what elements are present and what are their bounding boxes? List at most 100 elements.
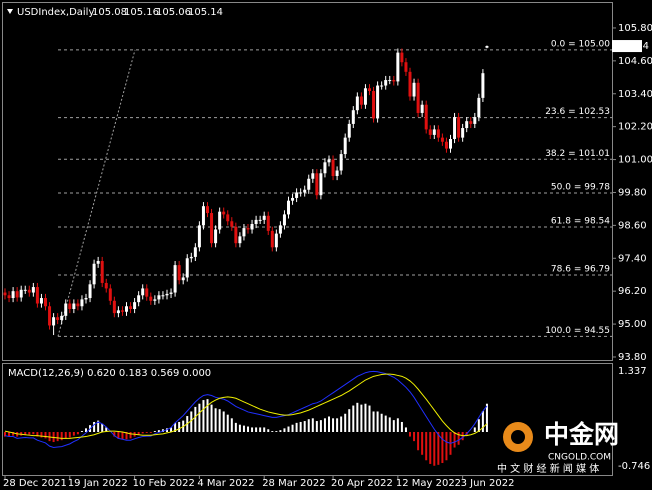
- candle-body: [266, 215, 270, 231]
- histogram-bar: [194, 406, 197, 432]
- histogram-bar: [404, 427, 407, 432]
- candle-body: [169, 292, 173, 294]
- candle-body: [96, 261, 100, 264]
- histogram-bar: [287, 426, 290, 432]
- histogram-bar: [80, 431, 83, 432]
- candle-body: [145, 288, 149, 297]
- histogram-bar: [323, 418, 326, 432]
- logo-hole: [511, 430, 525, 444]
- histogram-bar: [352, 405, 355, 432]
- histogram-bar: [93, 421, 96, 432]
- candle-body: [181, 277, 185, 281]
- candle-body: [363, 88, 367, 105]
- candle-body: [453, 117, 457, 139]
- histogram-bar: [24, 431, 27, 435]
- fib-label: 38.2 = 101.01: [545, 149, 610, 159]
- y-tick-label: 102.20: [618, 122, 652, 133]
- histogram-bar: [218, 409, 221, 432]
- brand: 中金网: [544, 420, 619, 449]
- histogram-bar: [319, 420, 322, 432]
- y-tick-label: 1.337: [618, 366, 647, 377]
- candle-body: [262, 215, 266, 220]
- candle-body: [76, 303, 80, 307]
- fib-trend: [57, 49, 136, 337]
- candle-body: [396, 52, 400, 82]
- histogram-bar: [72, 431, 75, 436]
- histogram-bar: [141, 431, 144, 434]
- histogram-bar: [303, 421, 306, 432]
- histogram-bar: [28, 431, 31, 435]
- histogram-bar: [477, 419, 480, 432]
- x-tick-label: 3 Jun 2022: [461, 478, 515, 489]
- main-line: [4, 370, 488, 449]
- y-tick-label: 101.00: [618, 155, 652, 166]
- histogram-bar: [242, 425, 245, 432]
- histogram-bar: [360, 404, 363, 432]
- candle-body: [307, 178, 311, 190]
- close-readout: 105.14: [188, 7, 223, 18]
- candle-body: [56, 317, 60, 320]
- histogram-bar: [263, 427, 266, 432]
- histogram-bar: [64, 431, 67, 439]
- candle-body: [315, 173, 319, 196]
- histogram-bar: [226, 414, 229, 432]
- candle-body: [15, 291, 19, 298]
- candle-body: [258, 219, 262, 221]
- candle-body: [197, 225, 201, 248]
- candle-body: [339, 154, 343, 171]
- candle-body: [157, 295, 161, 300]
- histogram-bar: [380, 413, 383, 432]
- y-tick-label: 93.80: [618, 352, 647, 363]
- fib-label: 61.8 = 98.54: [551, 217, 610, 227]
- histogram-bar: [356, 402, 359, 432]
- histogram-bar: [247, 426, 249, 432]
- candle-body: [238, 236, 242, 244]
- histogram-bar: [4, 431, 6, 437]
- candle-body: [92, 263, 96, 285]
- candle-body: [165, 293, 169, 296]
- histogram-bar: [372, 411, 375, 432]
- candle-body: [449, 139, 452, 149]
- price-panel: [2, 2, 613, 361]
- fib-label: 0.0 = 105.00: [551, 39, 610, 49]
- histogram-bar: [340, 416, 343, 432]
- histogram-bar: [170, 427, 173, 432]
- macd-title: MACD(12,26,9) 0.620 0.183 0.569 0.000: [8, 368, 211, 379]
- y-tick-label: 104.60: [618, 56, 652, 67]
- histogram-bar: [283, 428, 286, 432]
- fib-label: 23.6 = 102.53: [545, 107, 610, 117]
- histogram-bar: [267, 429, 270, 432]
- menu-icon[interactable]: [7, 9, 13, 14]
- x-tick-label: 12 May 2022: [396, 478, 461, 489]
- candle-body: [133, 302, 137, 309]
- histogram-bar: [295, 422, 298, 432]
- histogram-bar: [413, 431, 416, 442]
- histogram-bar: [137, 431, 140, 435]
- candle-body: [230, 221, 234, 227]
- histogram-bar: [238, 424, 241, 432]
- histogram-bar: [307, 419, 310, 432]
- fib-label: 50.0 = 99.78: [551, 183, 610, 193]
- candle-body: [48, 306, 52, 326]
- y-tick-label: 95.00: [618, 319, 647, 330]
- candle-body: [201, 206, 205, 226]
- histogram-bar: [328, 416, 330, 432]
- candle-body: [457, 117, 461, 138]
- candle-body: [222, 211, 226, 215]
- y-tick-label: 103.40: [618, 89, 652, 100]
- x-tick-label: 28 Mar 2022: [262, 478, 325, 489]
- histogram-bar: [174, 422, 177, 432]
- candle-body: [39, 298, 43, 304]
- fib-label: 100.0 = 94.55: [545, 326, 610, 336]
- candle-body: [388, 80, 392, 82]
- signal-line: [4, 373, 488, 439]
- candle-body: [291, 197, 295, 201]
- histogram-bar: [44, 431, 47, 439]
- candle-body: [100, 261, 104, 283]
- candle-body: [189, 256, 193, 259]
- candle-body: [246, 228, 250, 230]
- x-tick-label: 19 Jan 2022: [68, 478, 128, 489]
- histogram-bar: [56, 431, 59, 442]
- candle-body: [428, 129, 432, 135]
- candle-body: [141, 288, 145, 296]
